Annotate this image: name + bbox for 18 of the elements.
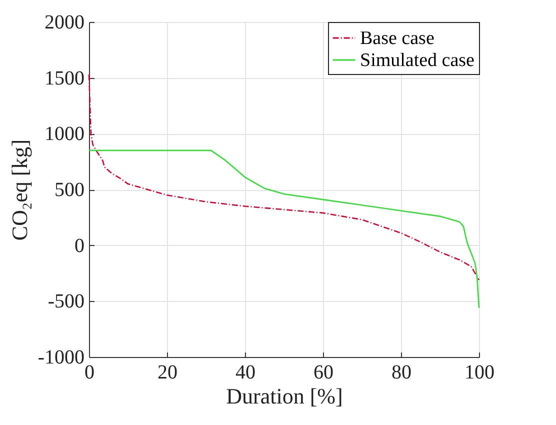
- legend-label: Simulated case: [360, 50, 474, 71]
- y-axis-title: CO₂eq [kg]: [6, 139, 32, 241]
- x-tick-label: 100: [464, 362, 494, 384]
- line-series: [88, 150, 480, 309]
- y-tick-label: 2000: [44, 12, 84, 34]
- x-axis-title: Duration [%]: [226, 384, 343, 408]
- y-tick-label: 0: [74, 234, 84, 257]
- legend-label: Base case: [360, 28, 434, 49]
- x-tick-label: 60: [314, 362, 334, 384]
- y-tick-label: 1000: [44, 123, 84, 146]
- x-tick-label: 80: [392, 362, 412, 384]
- y-tick-label: -1000: [38, 346, 84, 368]
- y-tick-label: 1500: [44, 67, 84, 90]
- y-tick-label: 500: [54, 179, 84, 201]
- x-tick-label: 20: [158, 362, 178, 384]
- x-tick-label: 40: [236, 362, 256, 384]
- y-tick-label: -500: [48, 290, 84, 313]
- line-series: [88, 74, 480, 281]
